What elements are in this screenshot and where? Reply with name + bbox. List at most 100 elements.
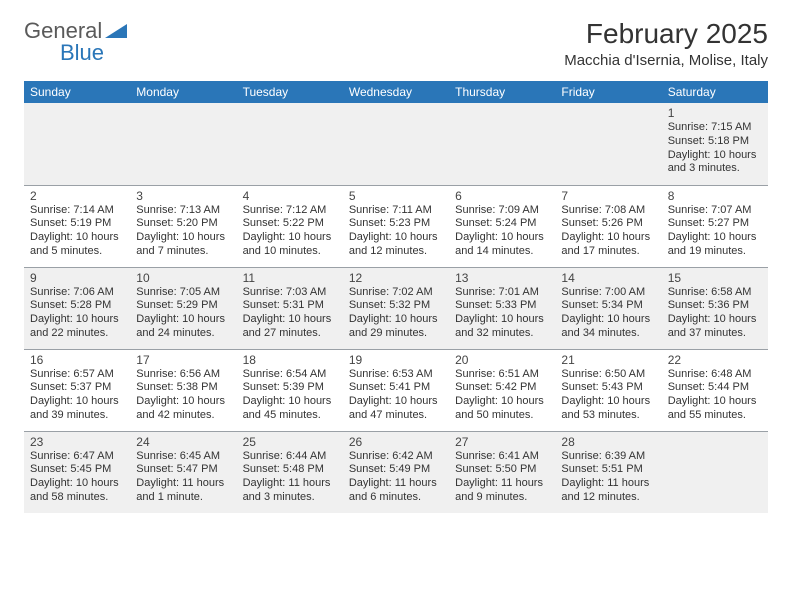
day-number: 7 xyxy=(561,189,655,203)
day-number: 18 xyxy=(243,353,337,367)
day-cell: 3Sunrise: 7:13 AMSunset: 5:20 PMDaylight… xyxy=(130,185,236,267)
calendar-page: General Blue February 2025 Macchia d'Ise… xyxy=(0,0,792,531)
col-wednesday: Wednesday xyxy=(343,81,449,103)
day-info-day1: Daylight: 10 hours xyxy=(349,395,443,409)
day-info-sunrise: Sunrise: 7:02 AM xyxy=(349,286,443,300)
day-info-sunrise: Sunrise: 7:15 AM xyxy=(668,121,762,135)
day-info-day1: Daylight: 10 hours xyxy=(349,231,443,245)
day-info-day1: Daylight: 10 hours xyxy=(30,231,124,245)
day-info-sunrise: Sunrise: 7:06 AM xyxy=(30,286,124,300)
header-row: Sunday Monday Tuesday Wednesday Thursday… xyxy=(24,81,768,103)
day-cell: 4Sunrise: 7:12 AMSunset: 5:22 PMDaylight… xyxy=(237,185,343,267)
day-info-day2: and 24 minutes. xyxy=(136,327,230,341)
day-info-day2: and 7 minutes. xyxy=(136,245,230,259)
day-cell: 13Sunrise: 7:01 AMSunset: 5:33 PMDayligh… xyxy=(449,267,555,349)
day-info-sunset: Sunset: 5:43 PM xyxy=(561,381,655,395)
day-info-day1: Daylight: 10 hours xyxy=(668,313,762,327)
day-info-day2: and 12 minutes. xyxy=(349,245,443,259)
day-number: 3 xyxy=(136,189,230,203)
day-info-sunrise: Sunrise: 7:01 AM xyxy=(455,286,549,300)
day-info-sunset: Sunset: 5:29 PM xyxy=(136,299,230,313)
day-info-sunset: Sunset: 5:36 PM xyxy=(668,299,762,313)
title-block: February 2025 Macchia d'Isernia, Molise,… xyxy=(564,18,768,69)
day-info-sunset: Sunset: 5:32 PM xyxy=(349,299,443,313)
day-number: 25 xyxy=(243,435,337,449)
day-info-day2: and 39 minutes. xyxy=(30,409,124,423)
day-number: 2 xyxy=(30,189,124,203)
day-info-sunset: Sunset: 5:20 PM xyxy=(136,217,230,231)
day-number: 16 xyxy=(30,353,124,367)
day-number: 6 xyxy=(455,189,549,203)
day-number: 1 xyxy=(668,106,762,120)
day-info-day2: and 10 minutes. xyxy=(243,245,337,259)
day-info-day1: Daylight: 10 hours xyxy=(136,313,230,327)
day-number: 13 xyxy=(455,271,549,285)
day-info-day1: Daylight: 10 hours xyxy=(30,313,124,327)
day-info-sunset: Sunset: 5:18 PM xyxy=(668,135,762,149)
day-cell: 8Sunrise: 7:07 AMSunset: 5:27 PMDaylight… xyxy=(662,185,768,267)
day-info-day1: Daylight: 10 hours xyxy=(243,231,337,245)
day-info-day2: and 12 minutes. xyxy=(561,491,655,505)
day-cell: 20Sunrise: 6:51 AMSunset: 5:42 PMDayligh… xyxy=(449,349,555,431)
day-number: 22 xyxy=(668,353,762,367)
day-info-sunset: Sunset: 5:34 PM xyxy=(561,299,655,313)
day-info-day1: Daylight: 10 hours xyxy=(136,395,230,409)
day-info-day1: Daylight: 11 hours xyxy=(349,477,443,491)
day-info-day1: Daylight: 10 hours xyxy=(243,395,337,409)
day-info-day2: and 53 minutes. xyxy=(561,409,655,423)
day-info-day1: Daylight: 10 hours xyxy=(455,313,549,327)
day-info-sunrise: Sunrise: 7:00 AM xyxy=(561,286,655,300)
week-row: 2Sunrise: 7:14 AMSunset: 5:19 PMDaylight… xyxy=(24,185,768,267)
day-cell: 27Sunrise: 6:41 AMSunset: 5:50 PMDayligh… xyxy=(449,431,555,513)
day-number: 4 xyxy=(243,189,337,203)
col-tuesday: Tuesday xyxy=(237,81,343,103)
day-info-sunset: Sunset: 5:41 PM xyxy=(349,381,443,395)
day-info-day2: and 17 minutes. xyxy=(561,245,655,259)
day-info-sunset: Sunset: 5:19 PM xyxy=(30,217,124,231)
day-info-sunrise: Sunrise: 6:58 AM xyxy=(668,286,762,300)
day-info-sunset: Sunset: 5:27 PM xyxy=(668,217,762,231)
day-info-sunset: Sunset: 5:39 PM xyxy=(243,381,337,395)
day-number: 21 xyxy=(561,353,655,367)
location: Macchia d'Isernia, Molise, Italy xyxy=(564,52,768,69)
day-info-sunrise: Sunrise: 7:08 AM xyxy=(561,204,655,218)
col-friday: Friday xyxy=(555,81,661,103)
day-info-day1: Daylight: 10 hours xyxy=(668,231,762,245)
day-info-sunrise: Sunrise: 6:44 AM xyxy=(243,450,337,464)
day-number: 9 xyxy=(30,271,124,285)
day-cell xyxy=(662,431,768,513)
day-cell: 1Sunrise: 7:15 AMSunset: 5:18 PMDaylight… xyxy=(662,103,768,185)
day-info-sunset: Sunset: 5:45 PM xyxy=(30,463,124,477)
day-info-day1: Daylight: 10 hours xyxy=(455,231,549,245)
day-number: 19 xyxy=(349,353,443,367)
day-info-day1: Daylight: 10 hours xyxy=(561,313,655,327)
day-info-sunrise: Sunrise: 7:09 AM xyxy=(455,204,549,218)
day-info-day2: and 42 minutes. xyxy=(136,409,230,423)
day-info-day2: and 47 minutes. xyxy=(349,409,443,423)
day-info-sunset: Sunset: 5:51 PM xyxy=(561,463,655,477)
day-cell xyxy=(130,103,236,185)
day-info-sunset: Sunset: 5:26 PM xyxy=(561,217,655,231)
day-cell: 23Sunrise: 6:47 AMSunset: 5:45 PMDayligh… xyxy=(24,431,130,513)
day-info-sunrise: Sunrise: 7:13 AM xyxy=(136,204,230,218)
day-cell: 5Sunrise: 7:11 AMSunset: 5:23 PMDaylight… xyxy=(343,185,449,267)
day-cell: 17Sunrise: 6:56 AMSunset: 5:38 PMDayligh… xyxy=(130,349,236,431)
day-info-sunrise: Sunrise: 6:47 AM xyxy=(30,450,124,464)
logo: General Blue xyxy=(24,18,127,66)
day-info-day1: Daylight: 11 hours xyxy=(243,477,337,491)
day-cell: 10Sunrise: 7:05 AMSunset: 5:29 PMDayligh… xyxy=(130,267,236,349)
day-info-day2: and 9 minutes. xyxy=(455,491,549,505)
day-number: 23 xyxy=(30,435,124,449)
day-info-sunset: Sunset: 5:42 PM xyxy=(455,381,549,395)
day-info-day1: Daylight: 11 hours xyxy=(136,477,230,491)
day-number: 20 xyxy=(455,353,549,367)
day-info-day1: Daylight: 10 hours xyxy=(561,231,655,245)
day-info-sunset: Sunset: 5:48 PM xyxy=(243,463,337,477)
day-cell: 19Sunrise: 6:53 AMSunset: 5:41 PMDayligh… xyxy=(343,349,449,431)
day-info-day2: and 32 minutes. xyxy=(455,327,549,341)
week-row: 23Sunrise: 6:47 AMSunset: 5:45 PM Dayligh… xyxy=(24,431,768,513)
day-info-sunset: Sunset: 5:28 PM xyxy=(30,299,124,313)
day-info-sunset: Sunset: 5:50 PM xyxy=(455,463,549,477)
day-info-sunset: Sunset: 5:33 PM xyxy=(455,299,549,313)
page-title: February 2025 xyxy=(564,18,768,50)
